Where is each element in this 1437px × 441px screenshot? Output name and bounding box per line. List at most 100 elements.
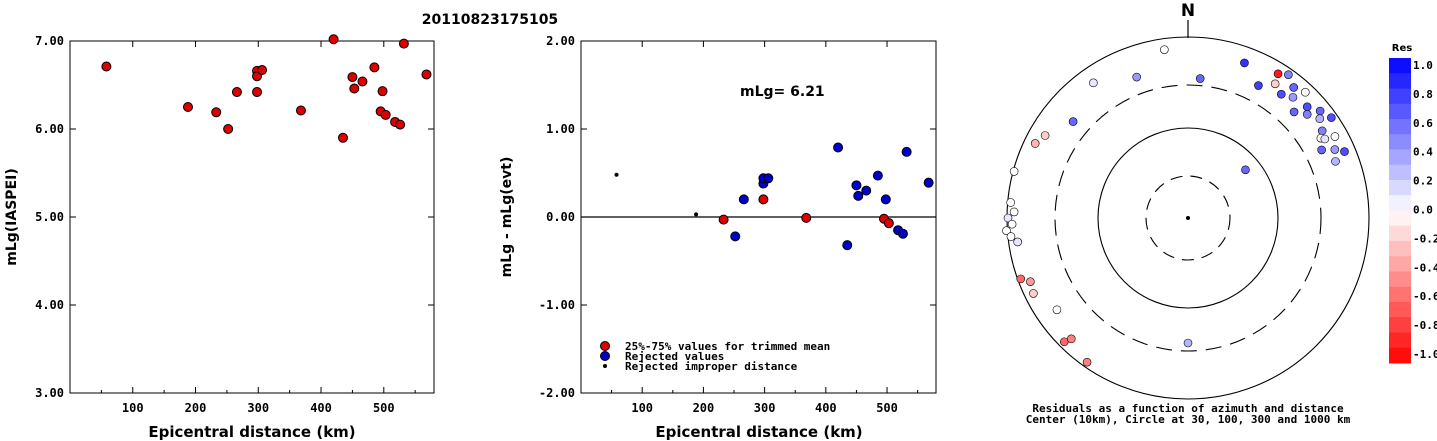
colorbar-cell	[1389, 134, 1411, 150]
azimuth-point	[1029, 289, 1038, 298]
colorbar-label: 1.0	[1413, 59, 1433, 72]
azimuth-point	[1009, 167, 1019, 176]
residual-point	[883, 218, 894, 229]
magnitude-point	[369, 62, 380, 73]
legend-label-rejected: Rejected values	[625, 350, 724, 363]
magnitude-point	[357, 76, 368, 87]
magnitude-point	[380, 109, 391, 120]
colorbar: Res 1.0 0.8 0.6 0.4 0.2 0.0 -0.2 -0.4 -0.6 -0.8 -1…	[1389, 43, 1437, 364]
mlg-annotation: mLg= 6.21	[740, 84, 825, 100]
magnitude-point	[101, 61, 112, 72]
magnitude-plot: 100 200 300 400 500 3.00 4.00 5.00 6.00 7.00 Epi…	[4, 34, 435, 441]
azimuth-point	[1302, 102, 1312, 112]
colorbar-label: -1.0	[1413, 348, 1437, 361]
azimuth-point	[1195, 74, 1205, 83]
center-event	[1186, 216, 1190, 220]
colorbar-label: -0.4	[1413, 261, 1437, 274]
azimuth-point	[1301, 87, 1310, 97]
colorbar-title: Res	[1392, 43, 1412, 54]
residual-y-tick-label: 1.00	[546, 122, 575, 136]
azimuth-point	[1066, 334, 1076, 344]
azimuth-point	[1317, 145, 1326, 155]
residual-point	[614, 172, 619, 177]
azimuth-plot: N Residuals as a function of azimuth and…	[1002, 1, 1370, 426]
residual-points	[614, 142, 934, 251]
residual-point	[872, 170, 883, 181]
azimuth-point	[1068, 117, 1078, 126]
magnitude-y-ticks: 3.00 4.00 5.00 6.00 7.00	[35, 34, 434, 400]
caption-line-1: Residuals as a function of azimuth and d…	[1032, 402, 1344, 415]
azimuth-point	[1331, 157, 1340, 166]
azimuth-points	[1002, 45, 1349, 367]
legend-label-improper: Rejected improper distance	[625, 360, 798, 373]
residual-y-tick-label: 0.00	[546, 210, 575, 224]
colorbar-cell	[1389, 58, 1411, 74]
azimuth-point	[1289, 107, 1299, 117]
residual-point	[901, 146, 912, 157]
figure-title: 20110823175105	[422, 12, 558, 28]
azimuth-point	[1254, 81, 1263, 90]
residual-x-tick-label: 300	[754, 401, 776, 415]
colorbar-cell	[1389, 180, 1411, 196]
colorbar-cell	[1389, 225, 1411, 242]
azimuth-point	[1030, 139, 1040, 148]
magnitude-point	[338, 132, 348, 143]
legend: 25%-75% values for trimmed mean Rejected…	[600, 340, 830, 373]
azimuth-point	[1289, 83, 1299, 92]
magnitude-point	[231, 87, 242, 98]
azimuth-point	[1302, 110, 1312, 119]
colorbar-label: 0.6	[1413, 117, 1433, 130]
magnitude-y-tick-label: 4.00	[35, 298, 64, 312]
colorbar-cell	[1389, 73, 1411, 89]
circle-30km	[1145, 175, 1231, 261]
azimuth-point	[1284, 70, 1293, 79]
colorbar-cell	[1389, 302, 1411, 318]
residual-y-tick-label: 2.00	[546, 34, 575, 48]
colorbar-label: -0.6	[1413, 290, 1437, 303]
azimuth-point	[1317, 126, 1327, 136]
magnitude-x-label: Epicentral distance (km)	[148, 423, 355, 441]
azimuth-point	[1315, 114, 1325, 124]
residual-point	[694, 212, 699, 217]
colorbar-cell	[1389, 88, 1411, 105]
colorbar-label: -0.2	[1413, 232, 1437, 245]
residual-x-label: Epicentral distance (km)	[655, 423, 862, 441]
legend-label-trimmed: 25%-75% values for trimmed mean	[625, 340, 830, 353]
magnitude-point	[421, 69, 432, 80]
magnitude-point	[252, 87, 263, 98]
colorbar-label: 0.4	[1413, 146, 1433, 159]
residual-point	[833, 142, 844, 153]
magnitude-x-ticks: 100 200 300 400 500	[100, 41, 416, 415]
magnitude-point	[328, 34, 339, 45]
azimuth-point	[1026, 277, 1035, 286]
residual-point	[923, 177, 934, 188]
residual-point	[897, 228, 908, 239]
magnitude-point	[349, 83, 360, 94]
azimuth-point	[1340, 147, 1349, 156]
magnitude-x-tick-label: 400	[310, 401, 332, 415]
magnitude-point	[182, 102, 193, 112]
magnitude-point	[257, 65, 268, 76]
residual-plot: 100 200 300 400 500 -2.00 -1.00 0.00 1.00 2.00 m…	[499, 34, 937, 441]
azimuth-point	[1288, 92, 1298, 102]
azimuth-point	[1240, 58, 1249, 68]
legend-marker-trimmed	[600, 341, 610, 351]
azimuth-point	[1089, 78, 1098, 88]
north-label: N	[1181, 1, 1195, 21]
azimuth-point	[1006, 198, 1015, 207]
colorbar-cell	[1389, 347, 1411, 364]
magnitude-point	[347, 72, 358, 83]
azimuth-point	[1132, 72, 1141, 82]
residual-x-tick-label: 500	[876, 401, 898, 415]
azimuth-point	[1016, 274, 1026, 284]
circle-100km	[1097, 127, 1279, 309]
azimuth-point	[1330, 145, 1340, 154]
azimuth-point	[1052, 305, 1062, 315]
magnitude-y-tick-label: 5.00	[35, 210, 64, 224]
magnitude-y-tick-label: 6.00	[35, 122, 64, 136]
azimuth-point	[1002, 226, 1011, 235]
azimuth-point	[1327, 113, 1336, 122]
azimuth-point	[1007, 219, 1017, 229]
residual-x-tick-label: 200	[693, 401, 715, 415]
magnitude-y-tick-label: 7.00	[35, 34, 64, 48]
